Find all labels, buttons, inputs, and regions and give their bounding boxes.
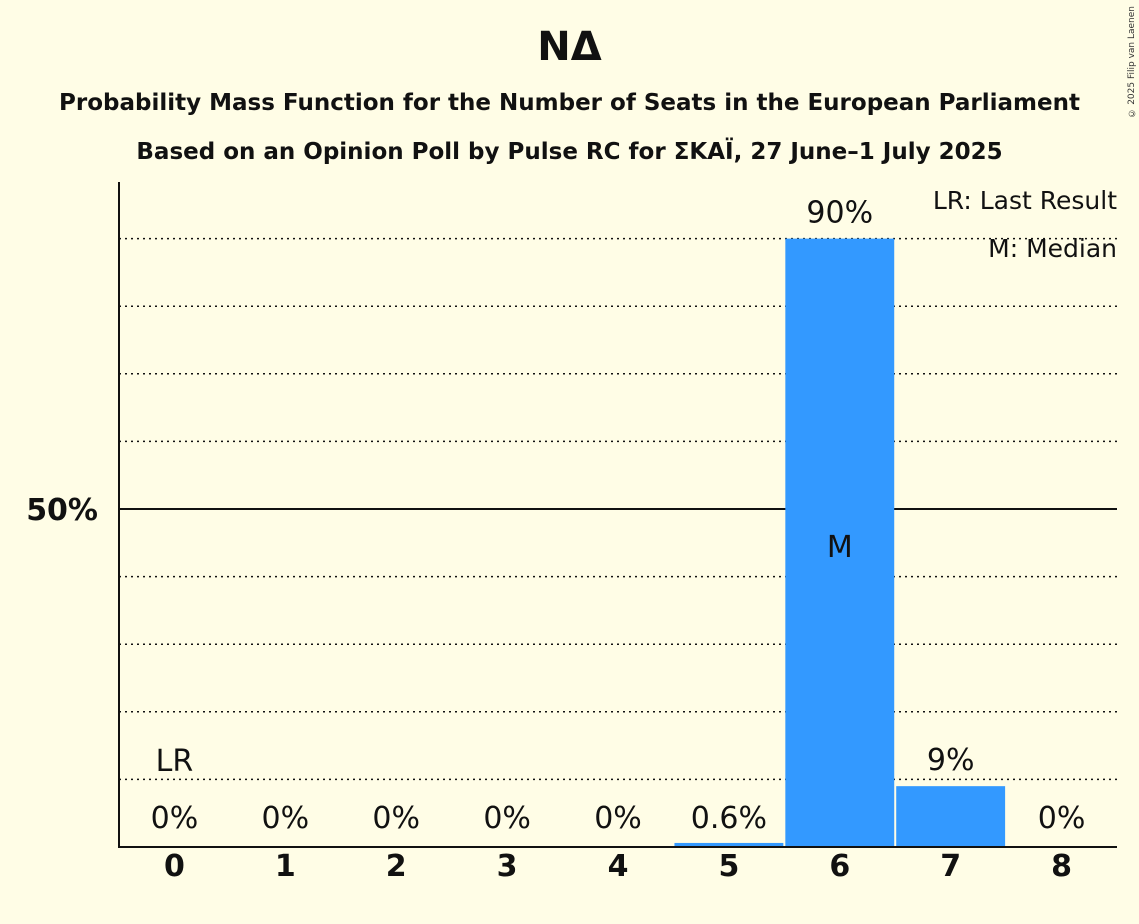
bars	[674, 238, 1006, 848]
value-label: 0%	[594, 801, 642, 836]
value-label: 90%	[806, 196, 873, 231]
bar-labels: 0% 0% 0% 0% 0% 0.6% 90% 9% 0% LR M	[151, 196, 1086, 836]
bar-7	[896, 786, 1006, 847]
x-tick-label: 5	[718, 849, 739, 884]
value-label: 0%	[262, 801, 310, 836]
axes: 50% 0 1 2 3 4 5 6 7 8	[26, 182, 1117, 884]
x-tick-label: 8	[1051, 849, 1072, 884]
value-label: 0%	[372, 801, 420, 836]
x-tick-label: 4	[608, 849, 629, 884]
value-label: 0%	[151, 801, 199, 836]
legend-last-result: LR: Last Result	[933, 186, 1117, 215]
chart-title: ΝΔ	[537, 24, 602, 70]
x-tick-label: 0	[164, 849, 185, 884]
x-tick-label: 3	[497, 849, 518, 884]
value-label: 9%	[927, 743, 975, 778]
chart-subtitle: Probability Mass Function for the Number…	[59, 90, 1080, 116]
median-marker: M	[827, 530, 853, 565]
y-tick-label: 50%	[26, 493, 98, 528]
value-label: 0%	[483, 801, 531, 836]
legend-median: M: Median	[988, 234, 1117, 263]
x-tick-label: 6	[829, 849, 850, 884]
bar-5	[674, 842, 784, 847]
x-tick-label: 2	[386, 849, 407, 884]
bar-6	[785, 238, 895, 848]
last-result-marker: LR	[156, 744, 194, 779]
value-label: 0.6%	[691, 801, 767, 836]
chart-subtitle-source: Based on an Opinion Poll by Pulse RC for…	[136, 139, 1003, 165]
x-tick-label: 1	[275, 849, 296, 884]
gridlines	[119, 237, 1117, 781]
x-tick-label: 7	[940, 849, 961, 884]
value-label: 0%	[1038, 801, 1086, 836]
